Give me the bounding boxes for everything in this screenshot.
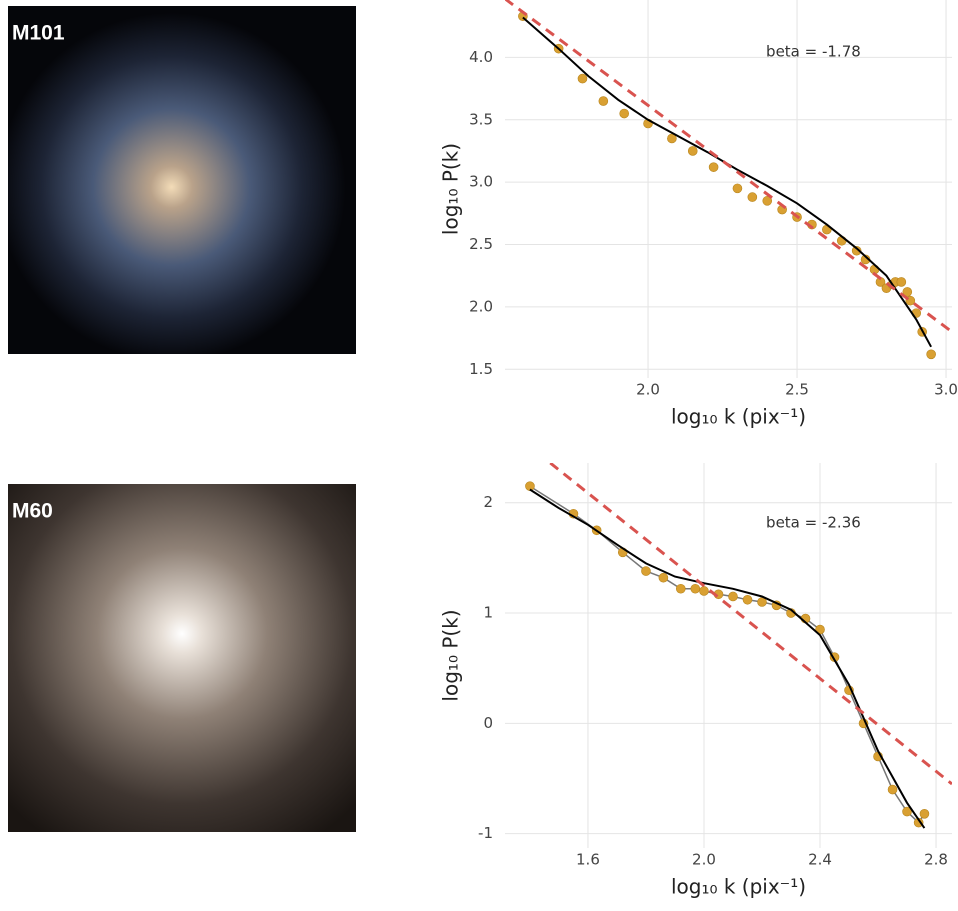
x-axis-label: log₁₀ k (pix⁻¹) — [671, 875, 806, 899]
y-tick-label: 2.5 — [469, 235, 493, 253]
data-point — [709, 163, 718, 172]
data-point — [897, 277, 906, 286]
y-tick-label: 0 — [483, 714, 493, 732]
data-point — [927, 350, 936, 359]
data-point — [578, 74, 587, 83]
y-axis-label: log₁₀ P(k) — [439, 143, 463, 235]
y-tick-label: 3.5 — [469, 110, 493, 128]
y-tick-label: 1 — [483, 604, 493, 622]
y-tick-label: 3.0 — [469, 173, 493, 191]
galaxy-image — [8, 484, 356, 832]
plot-area — [525, 463, 952, 828]
galaxy-image — [8, 6, 356, 354]
page: M101 M60 1.5 2.0 2.5 3.0 3.5 4.0 2.0 2.5 3.0 beta… — [0, 0, 958, 911]
x-tick-label: 3.0 — [934, 381, 958, 399]
y-axis-label: log₁₀ P(k) — [439, 609, 463, 701]
image-label: M101 — [12, 22, 65, 45]
annotation: beta = -1.78 — [766, 43, 861, 61]
x-tick-label: 2.5 — [785, 381, 809, 399]
y-tick-label: -1 — [478, 824, 493, 842]
x-tick-label: 1.6 — [576, 851, 600, 869]
y-tick-label: 4.0 — [469, 48, 493, 66]
y-tick-label: 2 — [483, 493, 493, 511]
data-point — [620, 109, 629, 118]
y-tick-label: 1.5 — [469, 360, 493, 378]
data-point — [728, 592, 737, 601]
data-point — [525, 482, 534, 491]
y-tick-label: 2.0 — [469, 297, 493, 315]
data-point — [641, 567, 650, 576]
annotation: beta = -2.36 — [766, 514, 861, 532]
x-axis-label: log₁₀ k (pix⁻¹) — [671, 405, 806, 429]
data-point — [733, 184, 742, 193]
data-point — [659, 573, 668, 582]
x-tick-label: 2.0 — [636, 381, 660, 399]
data-point — [743, 595, 752, 604]
data-point — [699, 586, 708, 595]
figure: M101 M60 1.5 2.0 2.5 3.0 3.5 4.0 2.0 2.5 3.0 beta… — [0, 0, 958, 911]
data-point — [599, 97, 608, 106]
x-tick-label: 2.4 — [808, 851, 832, 869]
data-point — [691, 584, 700, 593]
data-point — [688, 146, 697, 155]
fit-line — [550, 463, 952, 784]
x-tick-label: 2.8 — [924, 851, 948, 869]
data-point — [748, 193, 757, 202]
connector-line — [530, 486, 925, 822]
data-point — [676, 584, 685, 593]
data-point — [920, 809, 929, 818]
data-point — [888, 785, 897, 794]
smooth-line — [530, 490, 925, 829]
x-tick-label: 2.0 — [692, 851, 716, 869]
image-label: M60 — [12, 500, 53, 523]
plot-area — [505, 0, 952, 359]
